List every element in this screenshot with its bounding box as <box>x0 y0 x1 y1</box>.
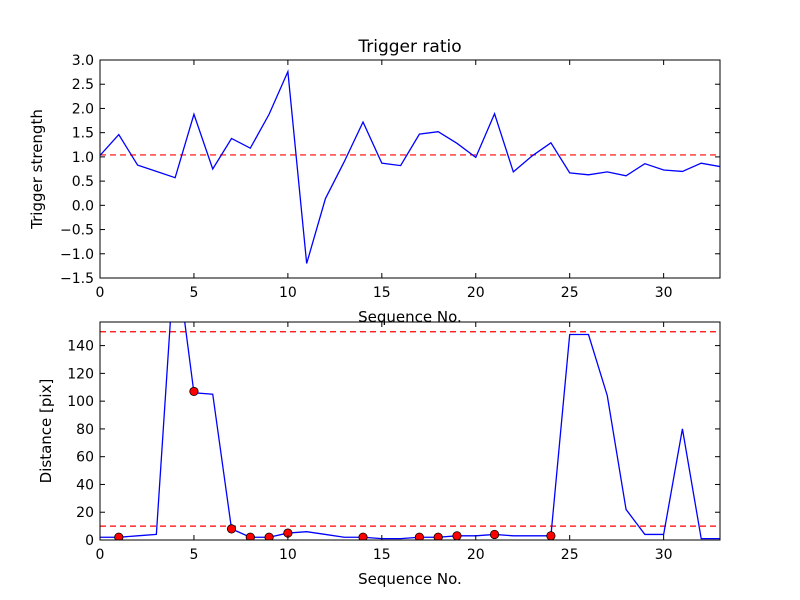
x-axis-label: Sequence No. <box>358 308 462 326</box>
y-tick-label: 100 <box>67 394 94 410</box>
y-tick-label: 40 <box>76 477 94 493</box>
series-line-0 <box>100 322 720 540</box>
y-tick-label: 1.5 <box>72 126 94 142</box>
y-tick-label: −1.0 <box>60 247 94 263</box>
x-tick-label: 10 <box>279 547 297 563</box>
y-tick-label: 120 <box>67 366 94 382</box>
series-line-0 <box>100 69 720 264</box>
data-point-marker <box>433 532 443 540</box>
y-tick-label: 80 <box>76 422 94 438</box>
x-tick-label: 20 <box>467 285 485 301</box>
data-point-marker <box>226 524 237 534</box>
x-tick-label: 5 <box>189 547 198 563</box>
data-point-marker <box>245 532 255 540</box>
data-point-marker <box>358 532 368 540</box>
x-tick-label: 25 <box>561 285 579 301</box>
y-tick-label: 0.0 <box>72 198 94 214</box>
y-tick-label: −1.5 <box>60 271 94 287</box>
plot-frame <box>99 321 721 541</box>
x-tick-label: 30 <box>655 547 673 563</box>
y-tick-label: 60 <box>76 450 94 466</box>
x-axis-label: Sequence No. <box>358 570 462 588</box>
data-point-marker <box>114 532 124 540</box>
x-tick-label: 30 <box>655 285 673 301</box>
y-tick-label: 2.5 <box>72 77 94 93</box>
data-point-marker <box>489 529 500 540</box>
x-tick-label: 25 <box>561 547 579 563</box>
y-tick-label: 1.0 <box>72 150 94 166</box>
y-tick-label: 3.0 <box>72 53 94 69</box>
x-tick-label: 0 <box>96 285 105 301</box>
y-tick-label: 0.5 <box>72 174 94 190</box>
x-tick-label: 20 <box>467 547 485 563</box>
y-tick-label: 140 <box>67 339 94 355</box>
x-tick-label: 0 <box>96 547 105 563</box>
y-axis-label: Trigger strength <box>28 109 46 230</box>
plot-area <box>100 322 720 540</box>
y-axis-label: Distance [pix] <box>37 379 55 484</box>
bottom-plot: 0 5 10 15 20 25 30 0 20 40 60 80 100 120 140 Sequence N… <box>37 321 721 588</box>
data-point-marker <box>264 532 274 540</box>
y-tick-label: 20 <box>76 505 94 521</box>
chart-title: Trigger ratio <box>357 37 461 57</box>
plot-area <box>100 69 720 264</box>
y-tick-label: −0.5 <box>60 223 94 239</box>
x-tick-label: 15 <box>373 547 391 563</box>
data-point-marker <box>414 532 424 540</box>
data-point-marker <box>189 386 199 397</box>
x-tick-label: 15 <box>373 285 391 301</box>
x-tick-label: 10 <box>279 285 297 301</box>
y-tick-label: 2.0 <box>72 101 94 117</box>
x-tick-label: 5 <box>189 285 198 301</box>
plot-frame <box>99 59 721 279</box>
data-point-marker <box>546 531 556 540</box>
y-tick-label: 0 <box>85 533 94 549</box>
data-point-marker <box>452 531 462 540</box>
